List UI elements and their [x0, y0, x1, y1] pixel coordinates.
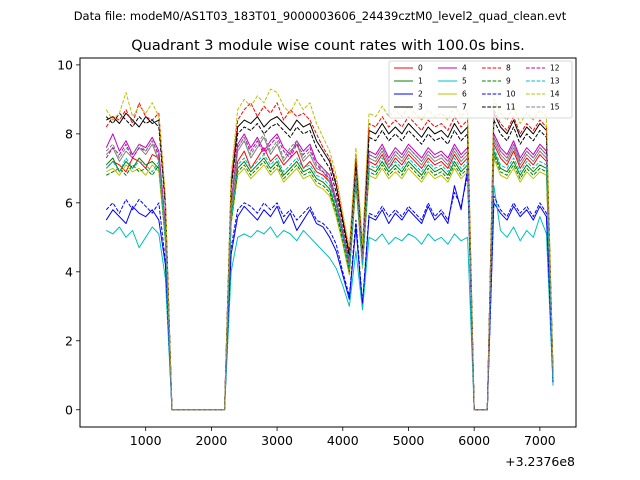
- y-tick-label: 10: [57, 57, 73, 72]
- y-tick-label: 8: [65, 126, 73, 141]
- series-line-15: [105, 133, 554, 411]
- series-line-14: [105, 88, 554, 411]
- legend-label-8: 8: [506, 64, 511, 73]
- x-tick-label: 4000: [327, 433, 359, 448]
- series-layer: [105, 88, 554, 411]
- legend-label-5: 5: [462, 77, 467, 86]
- x-tick-label: 7000: [524, 433, 556, 448]
- legend-label-15: 15: [550, 103, 560, 112]
- legend-label-4: 4: [462, 64, 467, 73]
- y-tick-label: 4: [65, 264, 73, 279]
- legend-label-14: 14: [550, 90, 560, 99]
- legend-label-13: 13: [550, 77, 560, 86]
- x-axis: 1000 2000 3000 4000 5000 6000 7000: [130, 427, 556, 448]
- x-offset-label: +3.2376e8: [505, 454, 575, 469]
- y-tick-label: 6: [65, 195, 73, 210]
- legend-label-2: 2: [418, 90, 423, 99]
- x-tick-label: 5000: [393, 433, 425, 448]
- axes-frame: [79, 57, 577, 428]
- y-tick-label: 2: [65, 333, 73, 348]
- x-tick-label: 3000: [261, 433, 293, 448]
- y-axis: 0 2 4 6 8 10: [57, 57, 80, 417]
- legend-label-7: 7: [462, 103, 467, 112]
- legend-label-1: 1: [418, 77, 423, 86]
- legend-label-3: 3: [418, 103, 423, 112]
- x-tick-label: 2000: [195, 433, 227, 448]
- legend-label-9: 9: [506, 77, 511, 86]
- legend-label-11: 11: [506, 103, 516, 112]
- legend-label-0: 0: [418, 64, 423, 73]
- legend-label-12: 12: [550, 64, 560, 73]
- x-tick-label: 6000: [458, 433, 490, 448]
- suptitle: Data file: modeM0/AS1T03_183T01_90000036…: [74, 9, 567, 23]
- y-tick-label: 0: [65, 402, 73, 417]
- legend-label-6: 6: [462, 90, 467, 99]
- chart-title: Quadrant 3 module wise count rates with …: [131, 38, 525, 54]
- legend-label-10: 10: [506, 90, 516, 99]
- legend-frame: [388, 60, 573, 119]
- x-tick-label: 1000: [130, 433, 162, 448]
